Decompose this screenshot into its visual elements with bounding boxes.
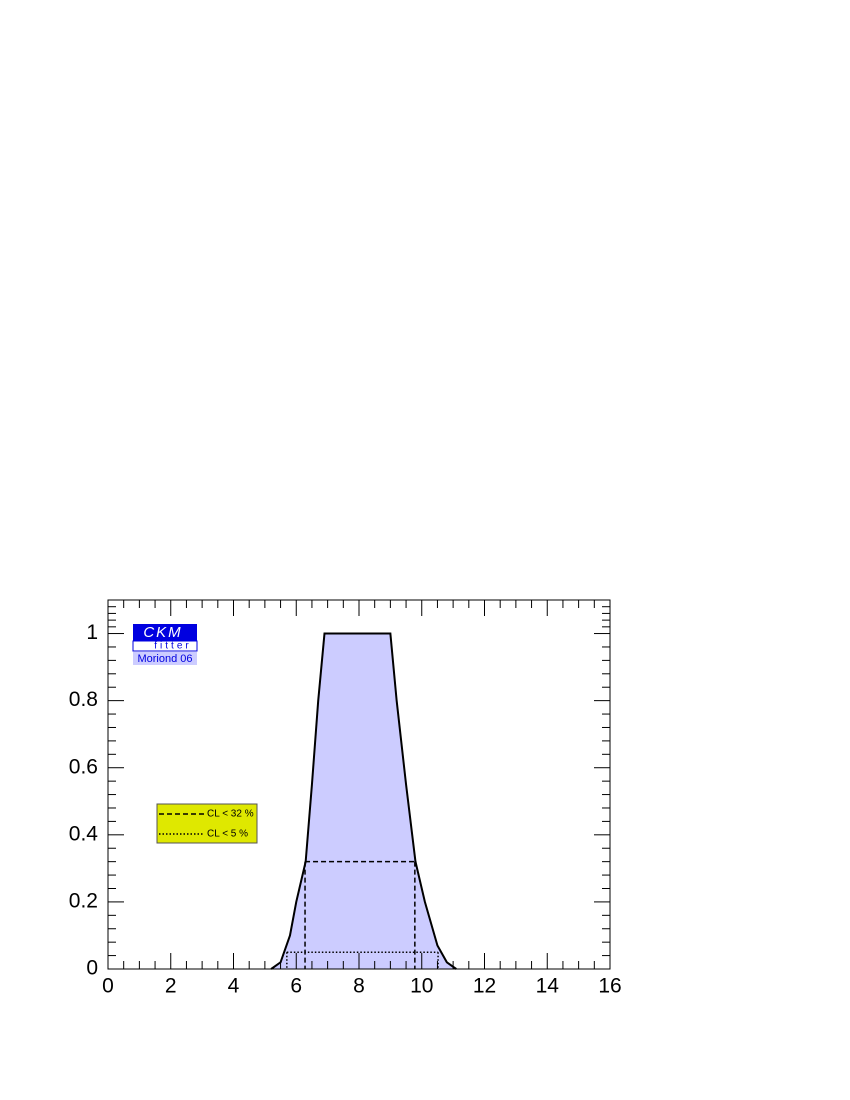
y-tick-label: 1 — [86, 621, 98, 644]
y-tick-label: 0.4 — [69, 822, 99, 845]
logo: CKM fitter Moriond 06 — [132, 624, 198, 665]
x-tick-label: 2 — [165, 975, 177, 998]
logo-subtitle: fitter — [154, 641, 191, 652]
x-tick-label: 14 — [536, 975, 560, 998]
legend-label: CL < 32 % — [207, 809, 254, 820]
y-tick-label: 0.2 — [69, 889, 98, 912]
x-tick-label: 10 — [410, 975, 433, 998]
x-tick-label: 4 — [228, 975, 240, 998]
x-tick-label: 12 — [473, 975, 496, 998]
x-tick-label: 8 — [353, 975, 365, 998]
y-tick-label: 0.8 — [69, 688, 98, 711]
legend-label: CL < 5 % — [207, 829, 248, 840]
logo-tag: Moriond 06 — [137, 653, 192, 665]
y-tick-label: 0.6 — [69, 755, 98, 778]
logo-box — [133, 624, 197, 641]
logo-tag-box — [133, 652, 197, 665]
curve-line — [270, 632, 457, 970]
legend: CL < 32 % CL < 5 % — [156, 803, 258, 844]
x-tick-label: 6 — [290, 975, 302, 998]
legend-box — [156, 803, 258, 844]
logo-sub-box — [132, 640, 198, 652]
logo-title: CKM — [143, 624, 182, 641]
curve-area — [271, 633, 457, 969]
x-tick-label: 16 — [598, 975, 621, 998]
y-tick-label: 0 — [86, 957, 98, 980]
x-tick-label: 0 — [102, 975, 114, 998]
